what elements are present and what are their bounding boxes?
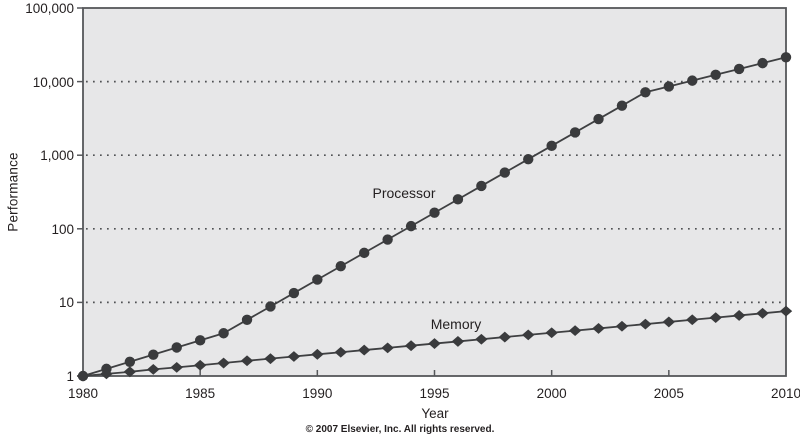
processor-point bbox=[523, 154, 534, 165]
memory-point bbox=[240, 355, 254, 367]
processor-point bbox=[429, 207, 440, 218]
processor-point bbox=[687, 75, 698, 86]
processor-point bbox=[640, 87, 651, 98]
copyright-notice: © 2007 Elsevier, Inc. All rights reserve… bbox=[305, 424, 495, 435]
y-tick-label: 1,000 bbox=[40, 148, 74, 164]
y-tick-label: 100,000 bbox=[25, 1, 74, 16]
memory-point bbox=[193, 359, 207, 371]
x-tick-label: 1980 bbox=[67, 386, 99, 401]
processor-point bbox=[335, 261, 346, 272]
processor-point bbox=[171, 342, 182, 353]
x-tick-label: 1990 bbox=[302, 386, 333, 401]
memory-point bbox=[100, 368, 113, 380]
processor-point bbox=[757, 57, 768, 69]
memory-point bbox=[662, 316, 676, 328]
plot-background bbox=[83, 8, 786, 376]
processor-point bbox=[710, 69, 721, 80]
memory-point bbox=[639, 318, 652, 330]
memory-point bbox=[428, 338, 441, 349]
memory-point bbox=[568, 325, 582, 336]
processor-point bbox=[569, 127, 581, 138]
processor-point bbox=[241, 314, 253, 326]
memory-point bbox=[686, 314, 699, 326]
memory-point bbox=[147, 363, 160, 375]
memory-point bbox=[475, 333, 488, 345]
processor-point bbox=[312, 274, 323, 285]
x-axis-title: Year bbox=[421, 406, 449, 421]
processor-point bbox=[148, 349, 159, 360]
processor-point bbox=[359, 247, 370, 259]
memory-point bbox=[709, 312, 722, 324]
memory-point bbox=[779, 305, 793, 317]
y-tick-label: 10,000 bbox=[32, 74, 74, 90]
processor-point bbox=[546, 140, 557, 152]
x-tick-label: 2005 bbox=[653, 386, 684, 401]
memory-point bbox=[545, 327, 558, 339]
processor-point bbox=[194, 335, 206, 346]
y-axis-title: Performance bbox=[5, 152, 21, 232]
memory-point bbox=[498, 331, 511, 343]
x-tick-label: 1985 bbox=[185, 386, 216, 401]
y-tick-label: 1 bbox=[66, 369, 74, 384]
processor-point bbox=[593, 113, 604, 125]
processor-point bbox=[288, 287, 300, 299]
memory-point bbox=[76, 370, 90, 382]
memory-point bbox=[287, 351, 301, 362]
memory-point bbox=[615, 320, 629, 332]
memory-point bbox=[217, 357, 230, 369]
x-tick-label: 1995 bbox=[419, 386, 450, 401]
processor-point bbox=[733, 63, 745, 75]
memory-point bbox=[381, 342, 394, 354]
processor-series-label: Processor bbox=[372, 185, 436, 201]
x-tick-label: 2000 bbox=[536, 386, 567, 401]
y-tick-label: 100 bbox=[51, 221, 74, 237]
processor-point bbox=[382, 234, 393, 245]
processor-point bbox=[218, 328, 229, 339]
memory-point bbox=[756, 307, 769, 319]
processor-point bbox=[780, 52, 792, 63]
processor-point bbox=[265, 301, 276, 312]
memory-point bbox=[522, 329, 535, 341]
memory-point bbox=[404, 340, 418, 352]
processor-point bbox=[663, 81, 675, 92]
processor-point bbox=[405, 220, 417, 232]
memory-point bbox=[170, 361, 183, 373]
memory-point bbox=[334, 346, 347, 358]
processor-point bbox=[499, 167, 510, 178]
memory-point bbox=[592, 323, 605, 334]
memory-point bbox=[732, 310, 746, 321]
memory-series-label: Memory bbox=[430, 316, 482, 332]
memory-point bbox=[311, 348, 324, 360]
x-tick-label: 2010 bbox=[770, 386, 800, 401]
memory-point bbox=[264, 353, 277, 365]
memory-point bbox=[123, 366, 137, 378]
processor-point bbox=[616, 100, 628, 111]
processor-point bbox=[476, 180, 487, 192]
memory-point bbox=[451, 336, 465, 347]
memory-point bbox=[358, 344, 371, 356]
processor-point bbox=[124, 356, 136, 367]
y-tick-label: 10 bbox=[58, 295, 74, 311]
processor-point bbox=[452, 194, 464, 205]
